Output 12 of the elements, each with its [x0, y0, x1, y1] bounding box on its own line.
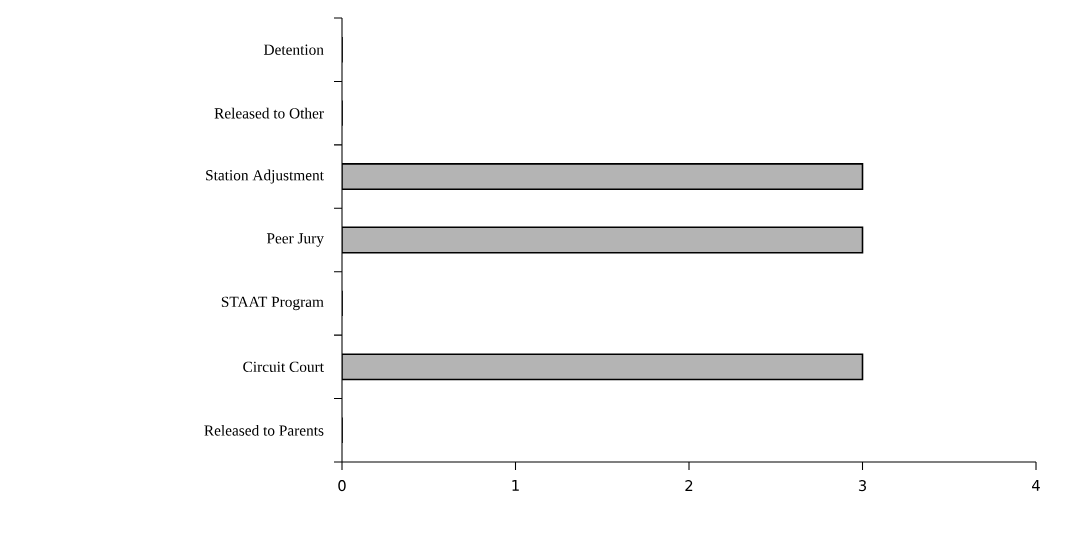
y-tick-label: STAAT Program [221, 296, 324, 311]
x-tick-label: 0 [338, 480, 346, 492]
y-tick-label: Peer Jury [266, 233, 324, 247]
y-tick-label: Released to Parents [204, 424, 324, 436]
y-tick-label: Detention [263, 44, 324, 55]
y-tick-label: Station Adjustment [206, 169, 324, 184]
y-tick-label: Circuit Court [243, 361, 324, 373]
x-tick-label: 2 [685, 480, 693, 491]
x-tick-label: 3 [858, 480, 866, 492]
y-tick-label: Released to Other [214, 107, 324, 119]
x-tick-label: 4 [1032, 480, 1040, 491]
x-tick-label: 1 [512, 480, 519, 491]
